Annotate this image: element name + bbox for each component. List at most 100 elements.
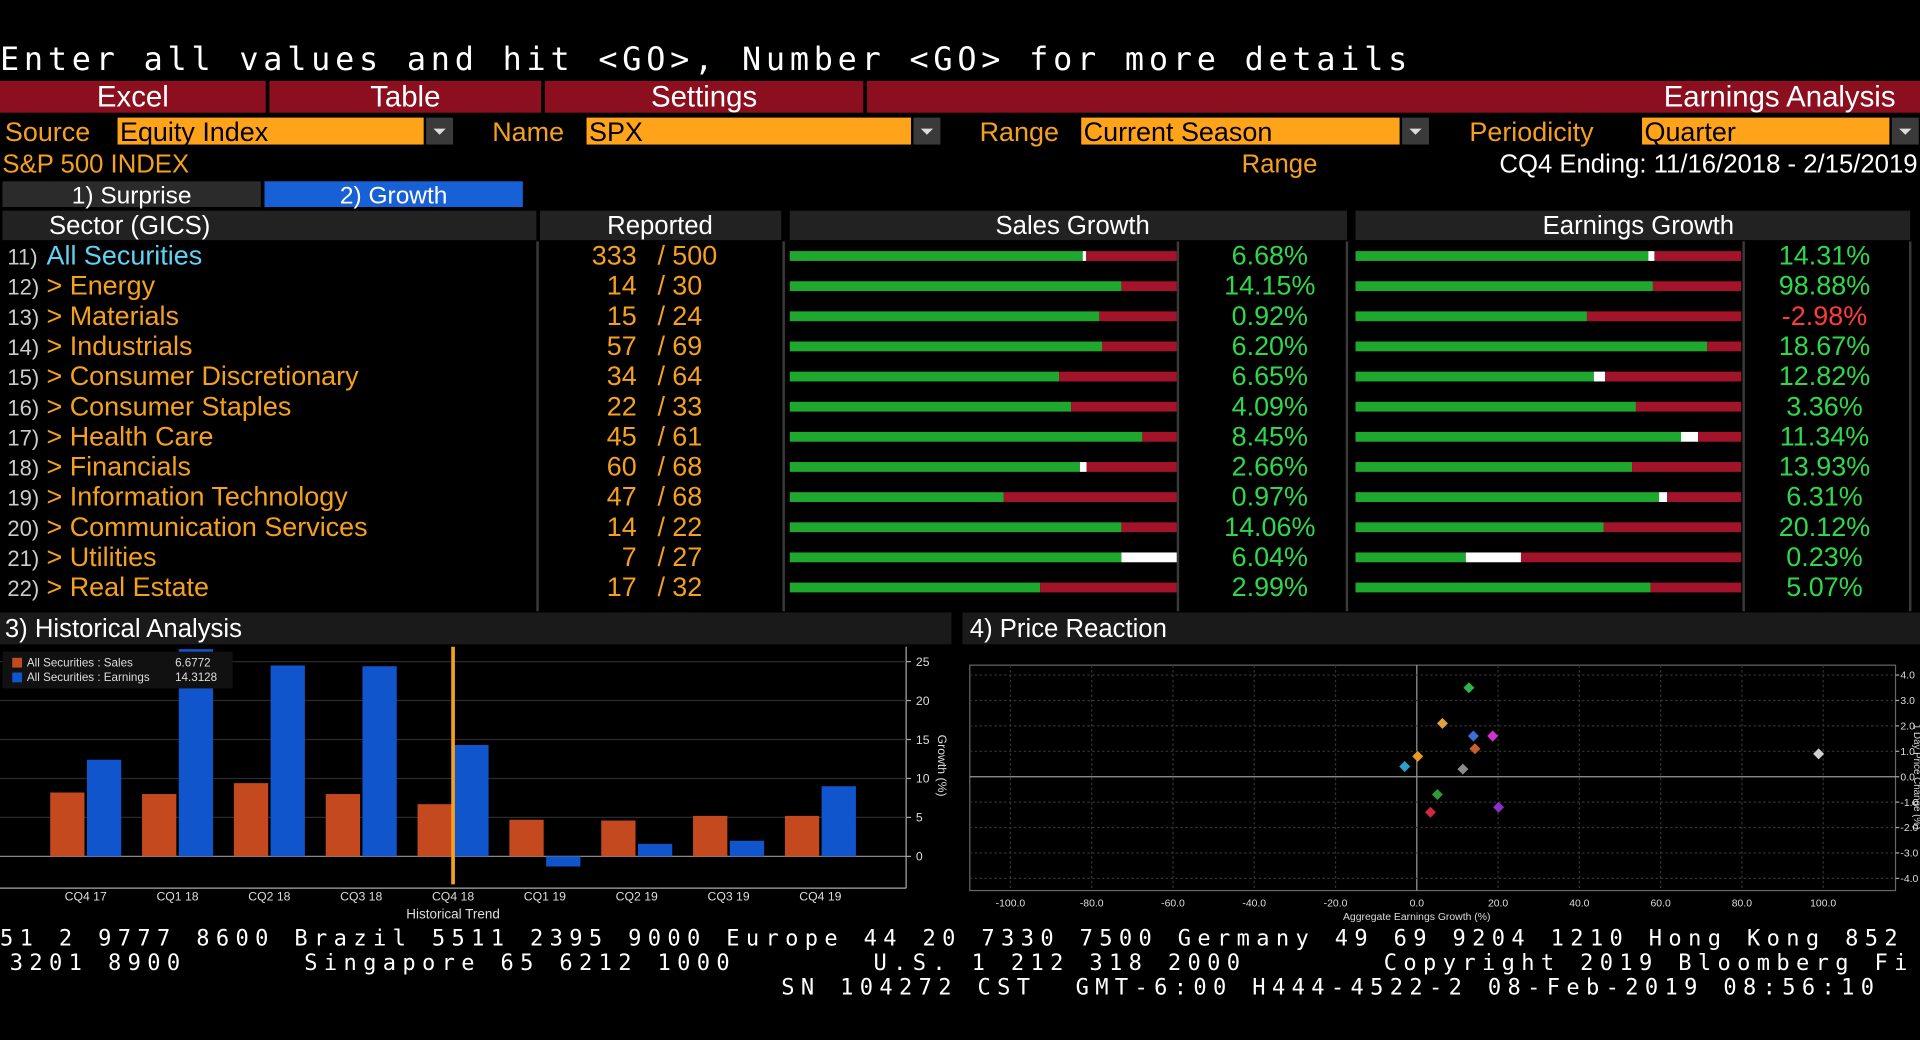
field-value[interactable]: SPX (589, 117, 643, 147)
command-prompt: Enter all values and hit <GO>, Number <G… (0, 40, 1412, 78)
ratio-segment-beat (789, 311, 1100, 322)
sector-name[interactable]: > Industrials (47, 331, 193, 361)
earnings-growth: 12.82% (1779, 361, 1870, 391)
x-tick-label: CQ2 19 (616, 889, 658, 903)
row-number[interactable]: 11) (7, 245, 37, 270)
ratio-segment-beat (1355, 462, 1633, 472)
scatter-point[interactable] (1431, 788, 1443, 801)
row-number[interactable]: 14) (7, 335, 39, 360)
menu-label[interactable]: Settings (651, 81, 757, 114)
tab-label[interactable]: 2) Growth (340, 182, 447, 209)
x-tick-label: 100.0 (1810, 898, 1836, 909)
footer-line: 3201 8900 Singapore 65 6212 1000 U.S. 1 … (10, 951, 1914, 976)
row-number[interactable]: 16) (7, 395, 39, 420)
x-tick-label: -60.0 (1161, 898, 1185, 909)
sector-name[interactable]: All Securities (47, 241, 203, 271)
menu-label[interactable]: Table (370, 81, 440, 114)
row-number[interactable]: 15) (7, 365, 39, 390)
ratio-segment-beat (789, 431, 1143, 442)
ratio-segment-miss (1121, 281, 1177, 292)
menu-bar (866, 80, 1920, 113)
y-tick-label: 10 (916, 772, 930, 786)
menu-button[interactable] (0, 80, 266, 113)
total-count: 68 (672, 452, 702, 482)
dropdown-arrow (920, 128, 934, 135)
scatter-point[interactable] (1469, 743, 1481, 755)
ratio-segment-inline (1593, 371, 1606, 382)
x-axis-title: Aggregate Earnings Growth (%) (1343, 912, 1490, 923)
ratio-segment-inline (1082, 251, 1087, 261)
ratio-segment-miss (1652, 281, 1742, 292)
row-number[interactable]: 19) (7, 486, 39, 511)
field-value[interactable]: Current Season (1084, 117, 1273, 147)
ratio-segment-miss (1059, 371, 1177, 382)
ratio-segment-inline (1465, 552, 1521, 563)
scatter-point[interactable] (1412, 750, 1424, 762)
scatter-point[interactable] (1487, 730, 1499, 742)
scatter-point[interactable] (1493, 801, 1505, 813)
scatter-point[interactable] (1457, 763, 1469, 775)
ratio-segment-beat (789, 341, 1103, 352)
table-header-cell (1355, 210, 1911, 241)
row-number[interactable]: 13) (7, 305, 39, 330)
total-count: 22 (672, 512, 702, 542)
sector-name[interactable]: > Financials (47, 452, 191, 482)
scatter-point[interactable] (1813, 748, 1825, 760)
field-input[interactable] (1642, 117, 1890, 145)
scatter-point[interactable] (1424, 806, 1436, 818)
tab-label[interactable]: 1) Surprise (72, 182, 192, 209)
sector-name[interactable]: > Consumer Staples (47, 391, 292, 421)
plot-frame (969, 664, 1897, 892)
panel-header (962, 612, 1920, 645)
sector-name[interactable]: > Materials (47, 301, 179, 331)
field-input[interactable] (586, 117, 912, 145)
legend (2, 651, 233, 689)
earnings-growth: 5.07% (1786, 572, 1862, 602)
row-number[interactable]: 20) (7, 516, 39, 541)
reported-separator: / (658, 572, 666, 602)
sales-growth: 14.15% (1224, 271, 1315, 301)
scatter-point[interactable] (1399, 761, 1411, 773)
legend-label: All Securities : Sales (27, 656, 133, 669)
menu-button[interactable] (269, 80, 542, 113)
ratio-segment-miss (1121, 522, 1177, 533)
scatter-point[interactable] (1467, 730, 1479, 742)
field-value[interactable]: Equity Index (120, 117, 269, 147)
earnings-growth: 20.12% (1779, 512, 1870, 542)
row-number[interactable]: 18) (7, 456, 39, 481)
earnings-growth: 98.88% (1779, 271, 1870, 301)
sector-name[interactable]: > Consumer Discretionary (47, 361, 360, 391)
row-number[interactable]: 22) (7, 576, 39, 601)
tab[interactable] (2, 181, 261, 208)
row-number[interactable]: 12) (7, 275, 39, 300)
y-tick-label: -1.0 (1900, 798, 1918, 809)
ratio-segment-miss (1707, 341, 1742, 352)
x-tick-label: CQ1 18 (156, 889, 198, 903)
sector-name[interactable]: > Real Estate (47, 572, 209, 602)
field-input[interactable] (1081, 117, 1400, 145)
reported-separator: / (658, 301, 666, 331)
menu-button[interactable] (544, 80, 864, 113)
sector-name[interactable]: > Utilities (47, 542, 157, 572)
ratio-segment-beat (1355, 582, 1651, 593)
field-input[interactable] (117, 117, 424, 145)
ratio-segment-inline (1648, 251, 1655, 261)
ratio-segment-beat (789, 251, 1083, 261)
x-tick-label: 0.0 (1410, 898, 1425, 909)
sector-name[interactable]: > Information Technology (47, 482, 349, 512)
sector-name[interactable]: > Communication Services (47, 512, 368, 542)
row-number[interactable]: 17) (7, 425, 39, 450)
ratio-segment-beat (1355, 552, 1466, 563)
menu-label[interactable]: Excel (97, 81, 169, 114)
sales-growth: 8.45% (1232, 421, 1308, 451)
tab[interactable] (264, 181, 523, 208)
scatter-point[interactable] (1463, 682, 1475, 694)
sector-name[interactable]: > Health Care (47, 421, 214, 451)
x-tick-label: CQ4 17 (65, 889, 107, 903)
x-tick-label: 80.0 (1732, 898, 1752, 909)
sector-name[interactable]: > Energy (47, 271, 156, 301)
field-value[interactable]: Quarter (1644, 117, 1735, 147)
row-number[interactable]: 21) (7, 546, 39, 571)
scatter-point[interactable] (1436, 717, 1448, 729)
